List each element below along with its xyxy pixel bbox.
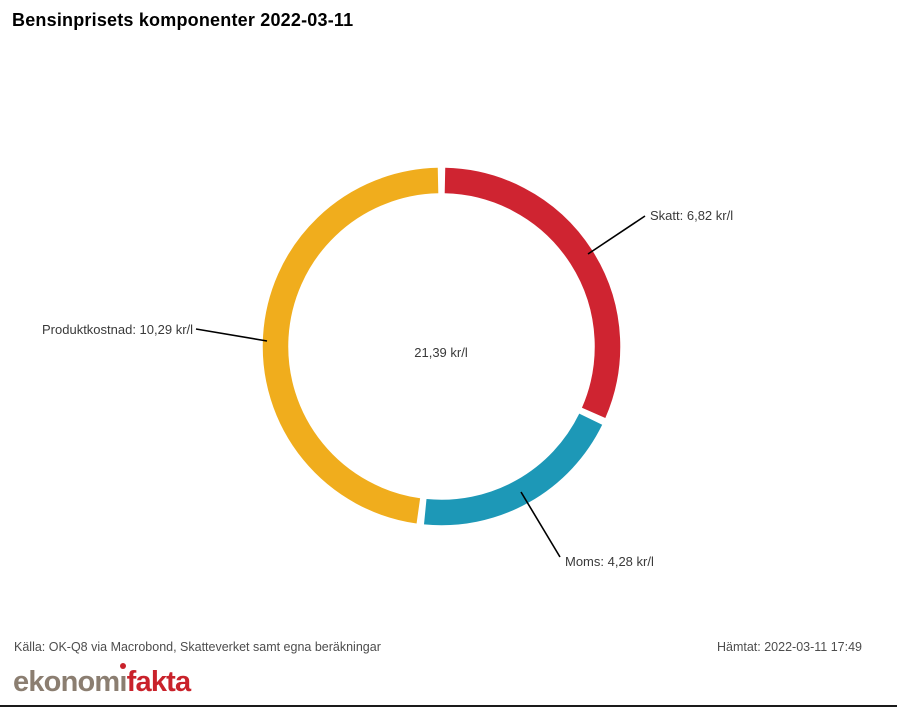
donut-slice-skatt[interactable]	[444, 167, 621, 419]
logo-letter-i: ı	[119, 663, 127, 698]
skatt-leader-line	[587, 215, 646, 255]
moms-leader-line	[520, 491, 561, 558]
page-title: Bensinprisets komponenter 2022-03-11	[12, 10, 354, 30]
logo-part-ekonomi: ekonom	[13, 666, 120, 698]
retrieved-timestamp: Hämtat: 2022-03-11 17:49	[716, 640, 862, 654]
logo-part-fakta: fakta	[126, 666, 191, 698]
donut-center-total-label: 21,39 kr/l	[414, 345, 468, 360]
donut-slice-moms[interactable]	[424, 413, 603, 526]
source-text: Källa: OK-Q8 via Macrobond, Skatteverket…	[14, 640, 381, 654]
slice-label-moms: Moms: 4,28 kr/l	[565, 554, 654, 569]
footer: Källa: OK-Q8 via Macrobond, Skatteverket…	[14, 640, 862, 654]
donut-arcs	[262, 167, 621, 526]
produktkostnad-leader-line	[195, 328, 268, 342]
bottom-divider	[0, 705, 897, 707]
ekonomifakta-logo: ekonomıfakta	[13, 663, 191, 698]
donut-slice-produktkostnad[interactable]	[262, 167, 439, 524]
slice-label-skatt: Skatt: 6,82 kr/l	[650, 208, 734, 223]
slice-label-produktkostnad: Produktkostnad: 10,29 kr/l	[42, 322, 194, 337]
